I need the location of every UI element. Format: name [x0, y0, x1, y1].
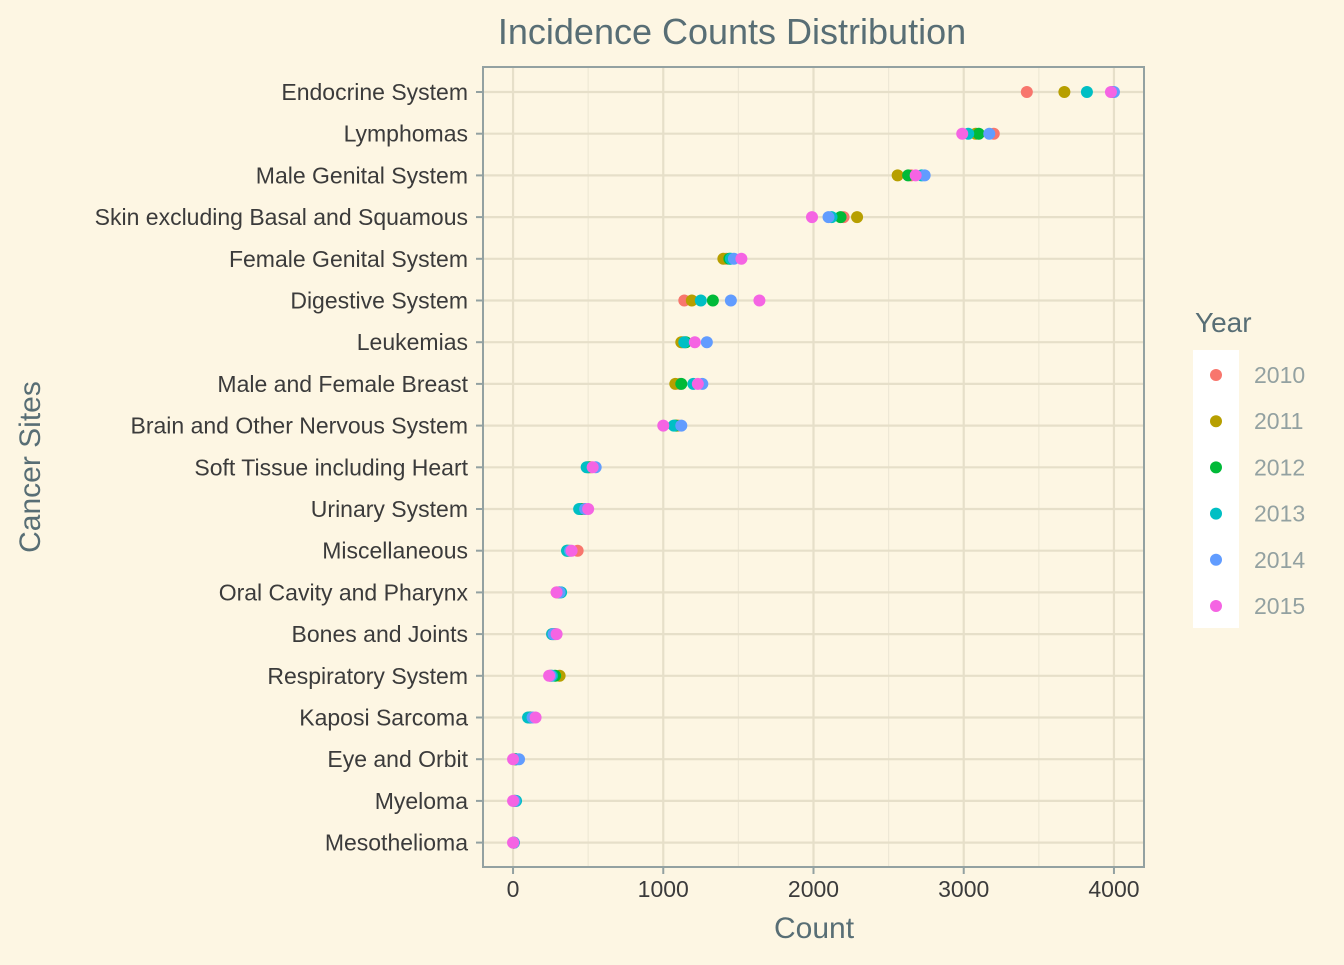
legend-key-2011 [1210, 415, 1222, 428]
data-point-2013 [1080, 86, 1093, 98]
y-tick-label: Eye and Orbit [327, 746, 468, 772]
data-point-2012 [834, 211, 847, 224]
legend-label: 2015 [1254, 593, 1305, 619]
data-point-2013 [678, 336, 691, 349]
data-point-2012 [972, 127, 985, 140]
y-tick-label: Female Genital System [229, 246, 468, 272]
chart-title: Incidence Counts Distribution [498, 11, 966, 52]
data-point-2014 [675, 419, 688, 432]
data-point-2014 [918, 169, 931, 182]
data-point-2015 [507, 753, 520, 766]
data-point-2015 [691, 377, 704, 390]
x-axis-title: Count [774, 912, 855, 945]
data-point-2015 [550, 628, 563, 641]
y-tick-label: Digestive System [290, 288, 468, 314]
data-point-2015 [688, 336, 701, 349]
y-tick-label: Endocrine System [281, 79, 468, 105]
data-point-2015 [956, 127, 969, 140]
legend-label: 2014 [1254, 547, 1305, 573]
y-tick-label: Leukemias [357, 329, 468, 355]
x-tick-label: 1000 [638, 876, 689, 902]
data-point-2014 [700, 336, 713, 349]
legend-key-2010 [1210, 369, 1222, 381]
y-tick-label: Male and Female Breast [217, 371, 468, 397]
data-point-2015 [657, 419, 670, 432]
data-point-2015 [735, 252, 748, 265]
y-tick-label: Myeloma [375, 788, 469, 814]
legend-label: 2013 [1254, 501, 1305, 527]
x-tick-label: 0 [507, 876, 520, 902]
data-point-2015 [507, 794, 520, 807]
legend-key-2015 [1210, 600, 1222, 612]
data-point-2015 [543, 669, 556, 682]
y-tick-label: Oral Cavity and Pharynx [219, 579, 469, 605]
points-layer [507, 86, 1120, 849]
legend-key-background [1193, 350, 1239, 628]
y-tick-label: Male Genital System [256, 162, 468, 188]
y-tick-label: Bones and Joints [292, 621, 468, 647]
data-point-2015 [753, 294, 766, 307]
legend-key-2014 [1210, 553, 1222, 566]
data-point-2015 [1104, 86, 1117, 98]
data-point-2012 [706, 294, 719, 307]
data-point-2011 [685, 294, 698, 307]
data-point-2011 [891, 169, 904, 182]
y-tick-label: Mesothelioma [325, 830, 468, 856]
x-tick-label: 2000 [788, 876, 839, 902]
data-point-2015 [565, 544, 578, 557]
data-point-2015 [909, 169, 922, 182]
data-point-2015 [805, 211, 818, 224]
data-point-2015 [507, 836, 520, 849]
y-tick-label: Miscellaneous [322, 538, 468, 564]
data-point-2015 [586, 461, 599, 474]
legend-label: 2010 [1254, 362, 1305, 388]
x-tick-label: 3000 [938, 876, 989, 902]
data-point-2011 [1058, 86, 1071, 98]
grid-layer [483, 67, 1144, 867]
legend-title: Year [1195, 307, 1252, 338]
data-point-2010 [1020, 86, 1033, 98]
legend-label: 2011 [1254, 408, 1303, 434]
legend-label: 2012 [1254, 454, 1305, 480]
data-point-2015 [582, 503, 595, 515]
y-tick-label: Kaposi Sarcoma [299, 705, 468, 731]
data-point-2014 [983, 127, 996, 140]
y-tick-label: Respiratory System [267, 663, 468, 689]
legend-key-2012 [1210, 461, 1222, 474]
data-point-2015 [550, 586, 563, 599]
data-point-2014 [724, 294, 737, 307]
axis-layer: Endocrine System Lymphomas Male Genital Sy… [95, 66, 1145, 902]
data-point-2012 [675, 377, 688, 390]
y-tick-label: Soft Tissue including Heart [194, 454, 468, 480]
legend-key-2013 [1210, 507, 1222, 520]
x-tick-label: 4000 [1088, 876, 1139, 902]
data-point-2011 [851, 211, 864, 224]
y-tick-label: Lymphomas [344, 121, 468, 147]
y-tick-label: Brain and Other Nervous System [131, 413, 468, 439]
y-tick-label: Skin excluding Basal and Squamous [95, 204, 468, 230]
data-point-2013 [694, 294, 707, 307]
y-tick-label: Urinary System [311, 496, 468, 522]
y-axis-title: Cancer Sites [14, 381, 47, 553]
data-point-2014 [822, 211, 835, 224]
data-point-2015 [529, 711, 542, 724]
legend: Year 2010 2011 2012 2013 2014 2015 [1193, 307, 1305, 628]
